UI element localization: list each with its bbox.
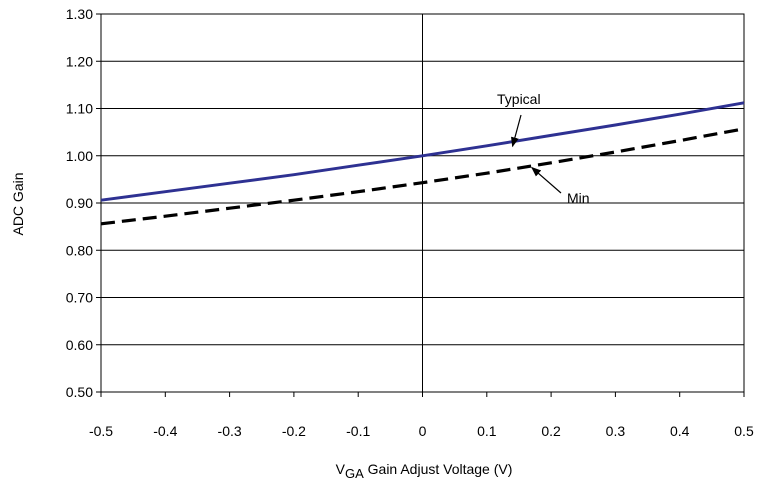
x-tick-label-1: -0.4 <box>153 423 177 439</box>
annotation-label-min: Min <box>567 190 590 206</box>
x-axis-ticks: -0.5 -0.4 -0.3 -0.2 -0.1 0 0.1 0.2 0.3 0.4 0.5 <box>89 392 754 439</box>
x-axis-label-main: V <box>336 461 346 477</box>
y-tick-label-4: 0.90 <box>66 195 93 211</box>
annotations: Typical Min <box>497 91 590 206</box>
y-tick-label-8: 1.30 <box>66 6 93 22</box>
x-tick-label-2: -0.3 <box>218 423 242 439</box>
x-tick-label-0: -0.5 <box>89 423 113 439</box>
x-axis-label-subscript: GA <box>345 466 364 481</box>
annotation-arrow-min <box>531 166 562 194</box>
y-tick-label-7: 1.20 <box>66 53 93 69</box>
y-tick-label-2: 0.70 <box>66 290 93 306</box>
y-tick-label-3: 0.80 <box>66 242 93 258</box>
y-tick-label-6: 1.10 <box>66 101 93 117</box>
series-lines <box>100 101 745 226</box>
x-tick-label-6: 0.1 <box>477 423 497 439</box>
y-axis-ticks: 0.50 0.60 0.70 0.80 0.90 1.00 1.10 1.20 1.30 <box>66 6 101 400</box>
series-line-min <box>100 127 745 226</box>
x-tick-label-3: -0.2 <box>282 423 306 439</box>
series-line-typical <box>100 101 745 202</box>
annotation-arrow-typical <box>511 114 522 148</box>
x-axis-label: VGA Gain Adjust Voltage (V) <box>336 461 513 481</box>
x-tick-label-10: 0.5 <box>734 423 754 439</box>
y-axis-label: ADC Gain <box>10 172 26 235</box>
y-tick-label-5: 1.00 <box>66 148 93 164</box>
y-tick-label-0: 0.50 <box>66 384 93 400</box>
annotation-label-typical: Typical <box>497 91 541 107</box>
x-axis-label-rest: Gain Adjust Voltage (V) <box>364 461 513 477</box>
x-tick-label-5: 0 <box>419 423 427 439</box>
x-tick-label-8: 0.3 <box>606 423 626 439</box>
x-tick-label-9: 0.4 <box>670 423 690 439</box>
y-tick-label-1: 0.60 <box>66 337 93 353</box>
x-tick-label-7: 0.2 <box>541 423 561 439</box>
x-tick-label-4: -0.1 <box>346 423 370 439</box>
